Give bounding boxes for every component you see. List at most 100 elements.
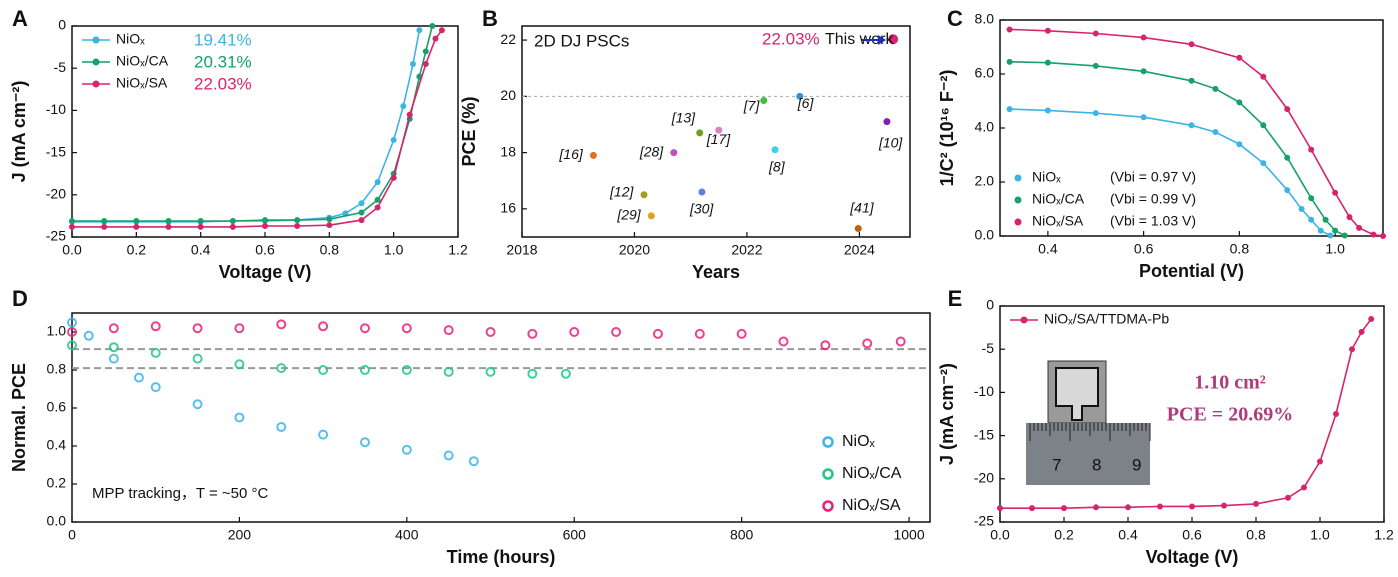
data-point bbox=[560, 368, 571, 379]
legend-marker bbox=[1014, 196, 1022, 204]
data-point bbox=[1092, 110, 1099, 117]
data-point bbox=[1006, 106, 1013, 113]
y-tick-label: 4.0 bbox=[975, 119, 995, 135]
data-point bbox=[468, 456, 479, 467]
data-point bbox=[83, 330, 94, 341]
y-tick-label: 8.0 bbox=[975, 11, 995, 27]
data-point bbox=[1006, 58, 1013, 65]
data-point bbox=[652, 328, 663, 339]
data-point bbox=[276, 319, 287, 330]
data-point bbox=[1125, 504, 1132, 511]
x-tick-label: 800 bbox=[730, 527, 754, 543]
data-point bbox=[1212, 129, 1219, 136]
y-tick-label: -10 bbox=[46, 101, 66, 117]
plot-frame bbox=[521, 25, 911, 238]
data-point bbox=[1308, 146, 1315, 153]
data-point bbox=[1368, 315, 1375, 322]
data-point bbox=[294, 223, 301, 230]
data-point bbox=[229, 223, 236, 230]
data-point bbox=[640, 191, 648, 199]
x-tick-label: 600 bbox=[563, 527, 587, 543]
data-point bbox=[192, 353, 203, 364]
point-label: [30] bbox=[689, 201, 714, 217]
y-tick-label: 0.0 bbox=[47, 513, 67, 529]
annotation: 19.41% bbox=[194, 30, 252, 49]
data-point bbox=[429, 22, 436, 29]
data-point bbox=[133, 372, 144, 383]
data-point bbox=[1332, 227, 1339, 234]
data-point bbox=[760, 97, 768, 105]
data-point bbox=[862, 338, 873, 349]
data-point bbox=[1140, 34, 1147, 41]
legend-label: NiOₓ/SA bbox=[116, 75, 168, 91]
ruler-label: 7 bbox=[1052, 455, 1061, 474]
y-tick-label: -15 bbox=[974, 426, 994, 442]
data-point bbox=[1285, 494, 1292, 501]
data-point bbox=[796, 92, 804, 100]
data-point bbox=[1044, 59, 1051, 66]
y-tick-label: 20 bbox=[500, 87, 516, 103]
y-tick-label: 0 bbox=[58, 17, 66, 33]
data-point bbox=[527, 368, 538, 379]
y-tick-label: 2.0 bbox=[975, 173, 995, 189]
data-point bbox=[406, 111, 413, 118]
data-point bbox=[101, 217, 108, 224]
data-point bbox=[1212, 85, 1219, 92]
y-tick-label: 22 bbox=[500, 31, 516, 47]
point-label: [13] bbox=[671, 110, 696, 126]
data-point bbox=[432, 35, 439, 42]
ruler-label: 9 bbox=[1132, 455, 1141, 474]
data-point bbox=[67, 317, 77, 328]
data-point bbox=[261, 223, 268, 230]
data-point bbox=[358, 217, 365, 224]
data-point bbox=[108, 323, 119, 334]
legend-note: (Vbi = 1.03 V) bbox=[1110, 213, 1196, 229]
data-point bbox=[192, 399, 203, 410]
data-point bbox=[1317, 227, 1324, 234]
point-label: [28] bbox=[639, 143, 664, 159]
x-tick-label: 1000 bbox=[893, 527, 924, 543]
data-point bbox=[1140, 68, 1147, 75]
data-point bbox=[438, 27, 445, 34]
x-tick-label: 2022 bbox=[731, 242, 762, 258]
y-tick-label: -5 bbox=[982, 340, 995, 356]
data-point bbox=[1236, 141, 1243, 148]
data-point bbox=[1308, 195, 1315, 202]
data-point bbox=[318, 321, 329, 332]
x-axis-label: Voltage (V) bbox=[219, 262, 312, 282]
y-tick-label: -20 bbox=[46, 186, 66, 202]
data-point bbox=[485, 327, 496, 337]
y-tick-label: -20 bbox=[974, 470, 994, 486]
x-tick-label: 0.0 bbox=[990, 527, 1010, 543]
data-point bbox=[670, 149, 678, 157]
data-point bbox=[1322, 216, 1329, 223]
data-point bbox=[422, 60, 429, 67]
annotation: This work bbox=[825, 31, 894, 48]
panel-label: D bbox=[12, 286, 28, 311]
data-point bbox=[416, 27, 423, 34]
data-point bbox=[1380, 232, 1387, 239]
point-label: [17] bbox=[706, 131, 731, 147]
data-point bbox=[1093, 504, 1100, 511]
data-point bbox=[401, 365, 412, 375]
data-point bbox=[1308, 216, 1315, 223]
x-tick-label: 0.2 bbox=[1054, 527, 1074, 543]
legend-label: NiOₓ/CA bbox=[116, 53, 169, 69]
y-tick-label: -25 bbox=[974, 513, 994, 529]
data-point bbox=[422, 48, 429, 55]
x-tick-label: 2018 bbox=[506, 242, 537, 258]
data-point bbox=[1370, 231, 1377, 238]
legend-marker bbox=[822, 468, 834, 480]
annotation: 20.31% bbox=[194, 52, 252, 71]
inset-ruler bbox=[1026, 423, 1150, 485]
annotation: 1.10 cm² bbox=[1194, 372, 1266, 394]
data-point bbox=[1349, 346, 1356, 353]
y-tick-label: 18 bbox=[500, 143, 516, 159]
point-label: [12] bbox=[609, 184, 634, 200]
inset-electrode bbox=[1055, 367, 1099, 421]
y-tick-label: 16 bbox=[500, 200, 516, 216]
data-point bbox=[294, 217, 301, 224]
point-label: [10] bbox=[878, 134, 903, 150]
point-label: [16] bbox=[558, 146, 583, 162]
data-point bbox=[234, 359, 245, 370]
